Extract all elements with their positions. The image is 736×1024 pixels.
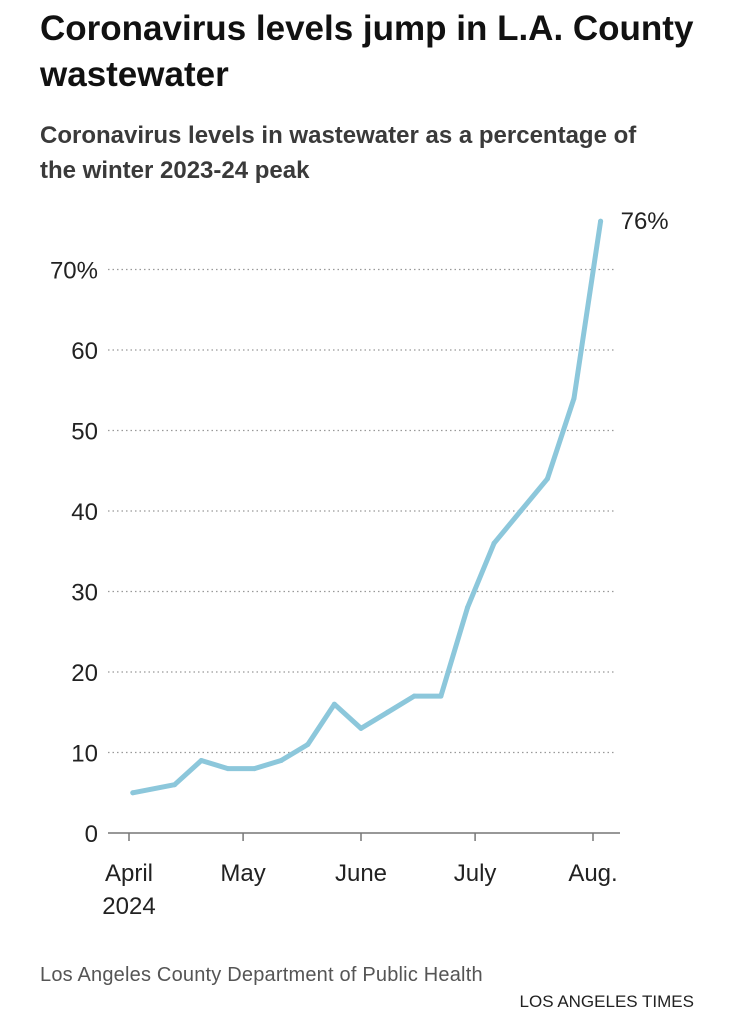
data-point [544, 476, 550, 482]
data-point [331, 701, 337, 707]
y-tick-label: 60 [71, 338, 98, 365]
y-tick-label: 70% [50, 258, 98, 285]
gridlines [108, 268, 616, 754]
x-tick-label: April [105, 860, 153, 887]
series-line [130, 218, 604, 796]
line-chart: 0 10 20 30 40 50 60 70% April 2024 May June July Aug… [50, 208, 669, 920]
y-tick-label: 40 [71, 499, 98, 526]
peak-value-label: 76% [621, 208, 669, 235]
chart-subtitle: Coronavirus levels in wastewater as a pe… [40, 122, 637, 184]
data-point [252, 766, 258, 772]
y-axis-tick-labels: 0 10 20 30 40 50 60 70% [50, 258, 98, 849]
y-tick-label: 30 [71, 580, 98, 607]
source-note: Los Angeles County Department of Public … [40, 964, 483, 986]
data-point [172, 782, 178, 788]
series-layer [130, 218, 604, 796]
chart-title: Coronavirus levels jump in L.A. County w… [40, 9, 694, 94]
data-point [305, 741, 311, 747]
x-tick-label: June [335, 860, 387, 887]
data-point [358, 725, 364, 731]
data-point [198, 758, 204, 764]
data-point [130, 790, 136, 796]
data-point [491, 540, 497, 546]
data-point [598, 218, 604, 224]
x-tick-sublabel: 2024 [102, 893, 155, 920]
y-tick-label: 50 [71, 419, 98, 446]
data-point [411, 693, 417, 699]
x-tick-label: Aug. [568, 860, 617, 887]
data-point [385, 709, 391, 715]
annotations: 76% [621, 208, 669, 235]
publisher-credit: LOS ANGELES TIMES [519, 992, 694, 1011]
data-point [464, 605, 470, 611]
data-point [278, 758, 284, 764]
data-point [438, 693, 444, 699]
data-point [571, 395, 577, 401]
data-point [518, 508, 524, 514]
data-point [225, 766, 231, 772]
x-tick-label: July [454, 860, 497, 887]
y-tick-label: 10 [71, 741, 98, 768]
y-tick-label: 0 [85, 821, 98, 848]
x-axis [108, 832, 620, 841]
x-tick-label: May [220, 860, 265, 887]
y-tick-label: 20 [71, 660, 98, 687]
x-axis-tick-labels: April 2024 May June July Aug. [102, 860, 617, 920]
